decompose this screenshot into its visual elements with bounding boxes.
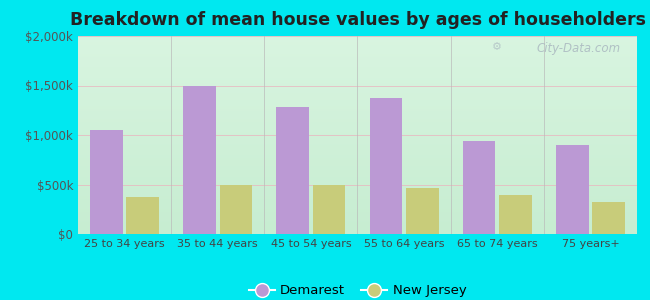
Bar bbox=[220, 184, 252, 234]
Text: ⚙: ⚙ bbox=[491, 42, 502, 52]
Bar bbox=[370, 98, 402, 234]
Bar bbox=[592, 202, 625, 234]
Bar bbox=[406, 188, 439, 234]
Bar bbox=[90, 130, 123, 234]
Bar bbox=[183, 86, 216, 234]
Bar bbox=[499, 195, 532, 234]
Bar bbox=[463, 141, 495, 234]
Bar bbox=[556, 145, 588, 234]
Bar bbox=[276, 107, 309, 234]
Title: Breakdown of mean house values by ages of householders: Breakdown of mean house values by ages o… bbox=[70, 11, 645, 29]
Bar bbox=[127, 197, 159, 234]
Text: City-Data.com: City-Data.com bbox=[536, 42, 620, 55]
Bar bbox=[313, 184, 345, 234]
Legend: Demarest, New Jersey: Demarest, New Jersey bbox=[243, 279, 472, 300]
